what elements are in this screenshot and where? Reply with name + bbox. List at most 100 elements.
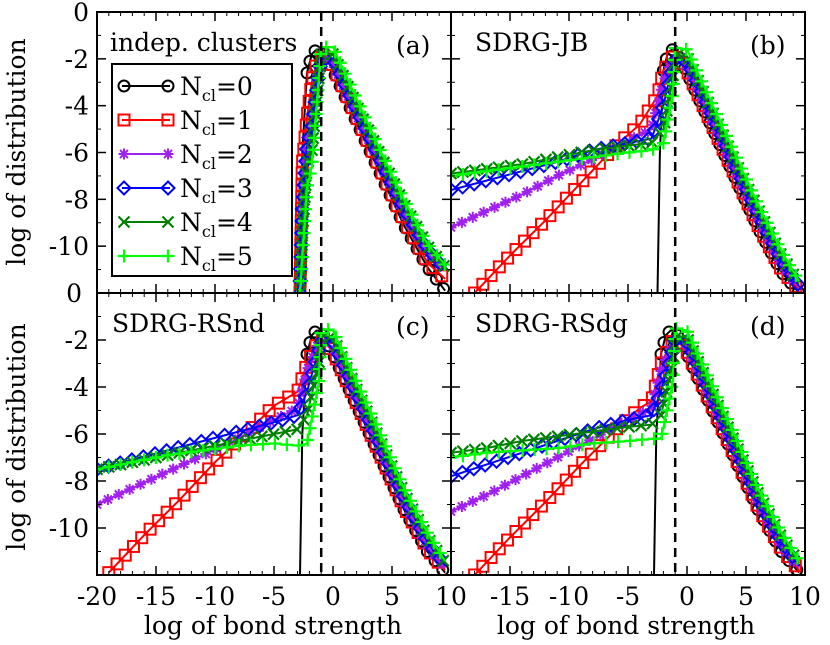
point-b-5 — [539, 156, 553, 170]
point-b-5 — [745, 183, 759, 197]
point-d-3 — [477, 457, 494, 473]
legend-marker — [160, 180, 176, 196]
point-d-5 — [599, 435, 613, 449]
point-d-5 — [468, 447, 482, 461]
point-c-5 — [312, 362, 326, 376]
point-c-2 — [189, 453, 201, 465]
point-d-3 — [654, 379, 671, 396]
point-c-5 — [256, 437, 270, 451]
point-a-4 — [346, 91, 360, 104]
point-b-3 — [789, 276, 805, 293]
point-b-5 — [695, 74, 709, 88]
point-a-4 — [326, 47, 340, 61]
point-d-3 — [451, 468, 459, 485]
point-d-5 — [658, 415, 672, 429]
point-c-3 — [286, 408, 302, 425]
point-c-2 — [156, 468, 168, 480]
y-tick-label: 0 — [73, 0, 89, 27]
point-c-5 — [349, 374, 363, 388]
panel-letter-b: (b) — [750, 31, 786, 60]
point-c-5 — [220, 440, 234, 454]
point-d-2 — [652, 377, 664, 389]
point-c-1 — [152, 514, 166, 528]
point-d-1 — [567, 464, 581, 478]
point-b-1 — [476, 277, 490, 291]
point-b-3 — [501, 166, 517, 183]
point-b-1 — [559, 191, 573, 205]
point-b-5 — [551, 155, 565, 169]
point-d-2 — [520, 468, 532, 480]
point-a-5 — [295, 262, 309, 276]
point-b-5 — [766, 227, 780, 241]
y-tick-label: -2 — [65, 326, 89, 355]
point-a-5 — [328, 45, 342, 59]
point-d-4 — [610, 422, 624, 435]
panel-b: 0 SDRG-JB (b) — [66, 11, 806, 308]
point-b-5 — [515, 159, 529, 173]
point-a-5 — [294, 274, 308, 288]
point-d-1 — [468, 568, 482, 575]
legend-label: Ncl=1 — [180, 106, 253, 139]
point-c-5 — [305, 409, 319, 423]
point-c-5 — [339, 352, 353, 366]
point-c-5 — [388, 461, 402, 475]
point-a-5 — [313, 59, 327, 73]
point-b-3 — [512, 163, 529, 180]
point-d-2 — [467, 495, 479, 507]
point-b-2 — [650, 107, 662, 119]
y-tick-label: -6 — [65, 139, 89, 168]
point-c-5 — [149, 451, 163, 465]
point-d-2 — [552, 451, 564, 463]
point-b-5 — [575, 152, 589, 166]
legend-marker — [117, 215, 131, 229]
point-b-5 — [740, 172, 754, 186]
point-a-2 — [332, 69, 344, 81]
point-d-5 — [730, 434, 744, 448]
point-b-1 — [492, 260, 506, 274]
point-a-5 — [416, 229, 430, 243]
point-c-5 — [208, 442, 222, 456]
point-a-2 — [337, 80, 349, 92]
point-c-5 — [415, 515, 429, 529]
point-d-4 — [527, 433, 541, 446]
point-b-1 — [568, 182, 582, 196]
point-d-2 — [655, 365, 667, 377]
point-a-5 — [309, 107, 323, 121]
point-d-5 — [635, 433, 649, 447]
point-b-2 — [542, 175, 554, 187]
point-b-3 — [650, 111, 667, 127]
point-d-5 — [755, 489, 769, 503]
point-b-2 — [639, 126, 651, 138]
point-a-5 — [299, 190, 313, 204]
point-b-3 — [454, 178, 471, 195]
point-a-4 — [336, 69, 350, 83]
point-d-1 — [526, 508, 540, 522]
point-d-5 — [504, 444, 518, 458]
point-b-1 — [543, 209, 557, 223]
point-d-3 — [637, 408, 654, 425]
point-c-5 — [313, 350, 327, 364]
plot-layer: 0 -2 -4 -6 -8 -10 indep. clusters (a) 0 SDRG-JB (b… — [49, 0, 821, 611]
point-b-5 — [720, 129, 734, 143]
point-b-5 — [659, 124, 673, 138]
point-a-5 — [305, 155, 319, 169]
point-c-5 — [374, 428, 388, 442]
point-a-2 — [342, 90, 354, 102]
panel-c-series — [97, 323, 450, 575]
point-b-1 — [526, 226, 540, 240]
point-c-5 — [393, 472, 407, 486]
point-d-1 — [543, 490, 557, 504]
point-c-4 — [279, 425, 292, 439]
point-d-5 — [760, 499, 774, 513]
legend-marker — [161, 113, 175, 127]
point-c-1 — [169, 497, 183, 511]
x-tick-label: -10 — [195, 582, 235, 611]
point-a-5 — [301, 178, 315, 192]
y-tick-label: -8 — [65, 467, 89, 496]
y-tick-label: -4 — [65, 373, 89, 402]
x-axis-label-left: log of bond strength — [144, 611, 402, 640]
point-d-4 — [575, 426, 588, 440]
point-a-5 — [348, 88, 362, 102]
point-b-3 — [477, 172, 494, 189]
point-d-2 — [541, 457, 553, 469]
